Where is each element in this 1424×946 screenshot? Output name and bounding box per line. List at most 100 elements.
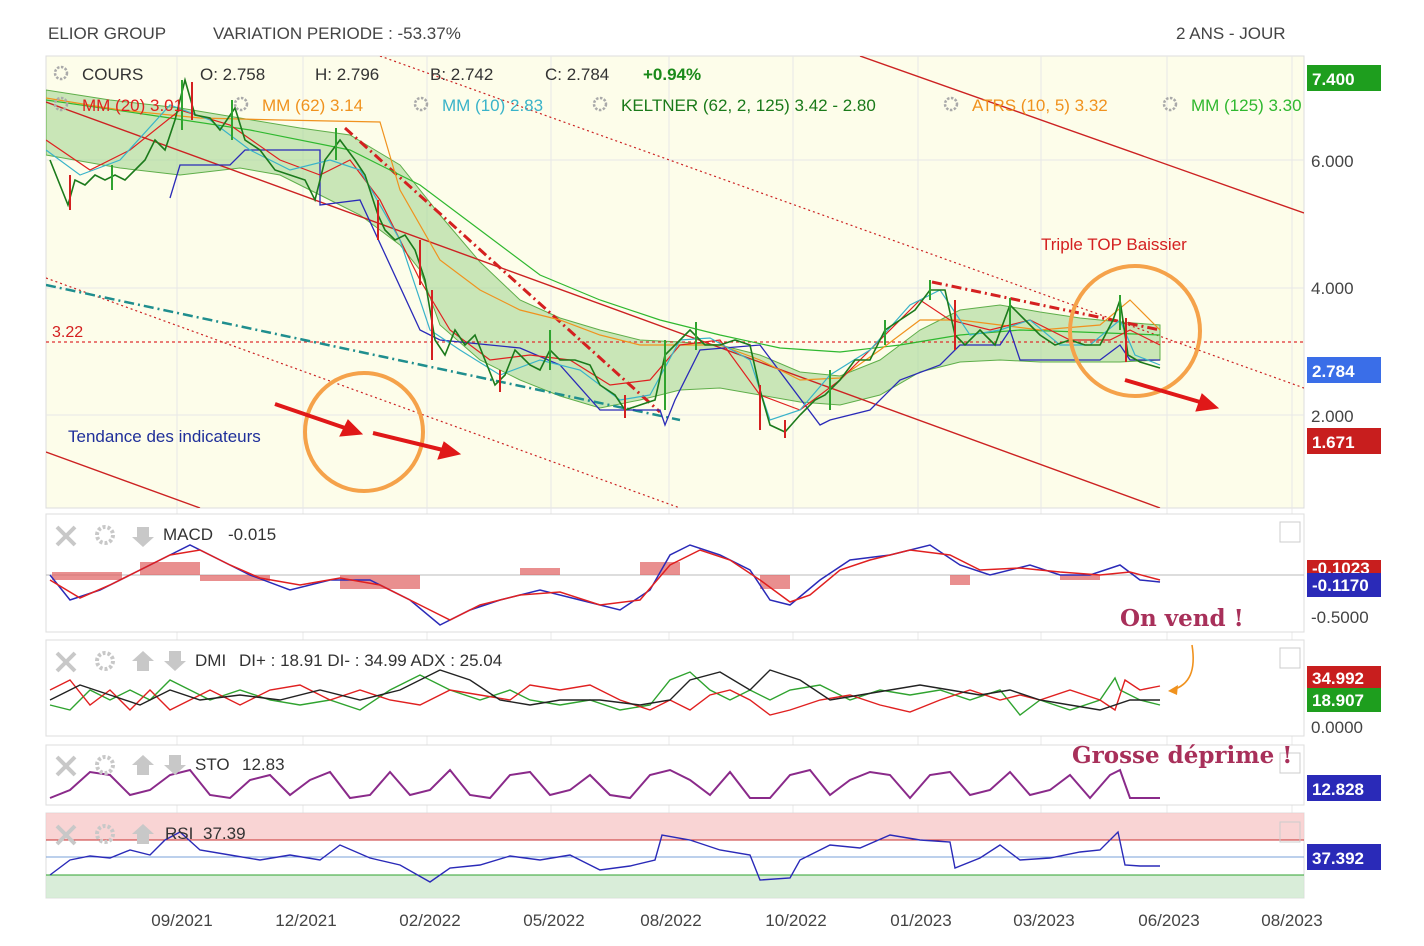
rsi-title: RSI <box>165 824 193 843</box>
resistance-label: 3.22 <box>52 324 83 341</box>
legend-atrs: ATRS (10, 5) 3.32 <box>972 96 1108 115</box>
instrument-name: ELIOR GROUP <box>48 24 167 43</box>
period-variation: VARIATION PERIODE : -53.37% <box>213 24 461 43</box>
channel-middle <box>379 56 1304 389</box>
legend-keltner: KELTNER (62, 2, 125) 3.42 - 2.80 <box>621 96 876 115</box>
period-selector[interactable]: 2 ANS - JOUR <box>1176 24 1286 43</box>
indicator-trendline <box>46 283 681 422</box>
x-tick: 02/2022 <box>399 911 460 930</box>
legend-open: O: 2.758 <box>200 65 265 84</box>
badge-top-text: 7.400 <box>1312 70 1355 89</box>
y-tick-2: 2.000 <box>1311 407 1354 426</box>
badge-dmi-minus-text: 34.992 <box>1312 669 1364 688</box>
legend-low: B: 2.742 <box>430 65 493 84</box>
legend-close: C: 2.784 <box>545 65 609 84</box>
y-tick-4: 4.000 <box>1311 279 1354 298</box>
deprime-note: Grosse déprime ! <box>1072 742 1292 769</box>
arrow-down-icon[interactable] <box>164 755 186 775</box>
rsi-overbought-zone <box>46 813 1304 840</box>
red-arrows <box>274 378 1220 460</box>
dmi-axis: 0.0000 <box>1311 718 1363 737</box>
close-icon[interactable] <box>55 824 77 846</box>
dmi-title: DMI <box>195 651 226 670</box>
arrow-down-icon[interactable] <box>132 527 154 547</box>
x-tick: 09/2021 <box>151 911 212 930</box>
x-tick: 05/2022 <box>523 911 584 930</box>
sto-panel <box>45 744 1305 806</box>
badge-macd-b-text: -0.1170 <box>1312 576 1369 595</box>
gear-icon[interactable] <box>943 96 959 112</box>
badge-dmi-plus-text: 18.907 <box>1312 691 1364 710</box>
indicator-circle <box>303 371 425 493</box>
badge-last-text: 2.784 <box>1312 362 1355 381</box>
gear-icon[interactable] <box>413 96 429 112</box>
triple-top-circle <box>1068 264 1202 398</box>
sto-checkbox[interactable] <box>1279 752 1301 774</box>
badge-sto <box>1307 775 1381 801</box>
gear-icon[interactable] <box>95 525 115 545</box>
rsi-checkbox[interactable] <box>1279 821 1301 843</box>
x-tick: 08/2022 <box>640 911 701 930</box>
badge-low-text: 1.671 <box>1312 433 1355 452</box>
rsi-oversold-zone <box>46 875 1304 898</box>
badge-rsi <box>1307 844 1381 870</box>
dmi-adx <box>49 669 1160 711</box>
dmi-checkbox[interactable] <box>1279 647 1301 669</box>
legend-change: +0.94% <box>643 65 701 84</box>
gear-icon[interactable] <box>95 755 115 775</box>
y-tick-6: 6.000 <box>1311 152 1354 171</box>
gear-icon[interactable] <box>95 824 115 844</box>
gear-icon[interactable] <box>53 65 69 81</box>
badge-macd-b <box>1307 573 1381 597</box>
dmi-panel <box>45 639 1305 737</box>
dmi-value: DI+ : 18.91 DI- : 34.99 ADX : 25.04 <box>239 651 502 670</box>
atrs-line <box>169 149 1160 427</box>
mm20-line <box>46 109 1161 411</box>
price-path <box>49 76 1161 433</box>
triple-top-label: Triple TOP Baissier <box>1041 235 1187 254</box>
sto-value: 12.83 <box>242 755 285 774</box>
badge-last <box>1307 357 1381 383</box>
triple-top-line <box>931 280 1161 332</box>
rsi-line <box>49 830 1160 883</box>
macd-signal <box>49 549 1161 621</box>
badge-macd-a <box>1307 560 1381 574</box>
rsi-value: 37.39 <box>203 824 246 843</box>
arrow-down-icon[interactable] <box>164 651 186 671</box>
macd-value: -0.015 <box>228 525 276 544</box>
gear-icon[interactable] <box>1162 96 1178 112</box>
candles <box>69 80 1127 438</box>
badge-top <box>1307 65 1381 91</box>
legend-mm62: MM (62) 3.14 <box>262 96 363 115</box>
badge-rsi-text: 37.392 <box>1312 849 1364 868</box>
badge-low <box>1307 428 1381 454</box>
macd-title: MACD <box>163 525 213 544</box>
channel-lower-solid <box>46 101 1161 508</box>
close-icon[interactable] <box>55 755 77 777</box>
x-tick: 10/2022 <box>765 911 826 930</box>
macd-checkbox[interactable] <box>1279 521 1301 543</box>
gear-icon[interactable] <box>592 96 608 112</box>
close-icon[interactable] <box>55 651 77 673</box>
badge-dmi-plus <box>1307 688 1381 712</box>
arrow-up-icon[interactable] <box>132 755 154 775</box>
macd-axis: -0.5000 <box>1311 608 1369 627</box>
x-tick: 06/2023 <box>1138 911 1199 930</box>
badge-sto-text: 12.828 <box>1312 780 1364 799</box>
x-tick: 08/2023 <box>1261 911 1322 930</box>
channel-upper <box>859 56 1304 214</box>
badge-dmi-minus <box>1307 666 1381 688</box>
gear-icon[interactable] <box>53 96 69 112</box>
arrow-up-icon[interactable] <box>132 651 154 671</box>
close-icon[interactable] <box>55 525 77 547</box>
gear-icon[interactable] <box>95 651 115 671</box>
arrow-up-icon[interactable] <box>132 824 154 844</box>
gear-icon[interactable] <box>233 96 249 112</box>
sto-title: STO <box>195 755 230 774</box>
legend-mm125: MM (125) 3.30 <box>1191 96 1302 115</box>
x-tick: 03/2023 <box>1013 911 1074 930</box>
x-tick: 12/2021 <box>275 911 336 930</box>
legend-mm10: MM (10) 2.83 <box>442 96 543 115</box>
channel-bottom <box>46 451 201 508</box>
